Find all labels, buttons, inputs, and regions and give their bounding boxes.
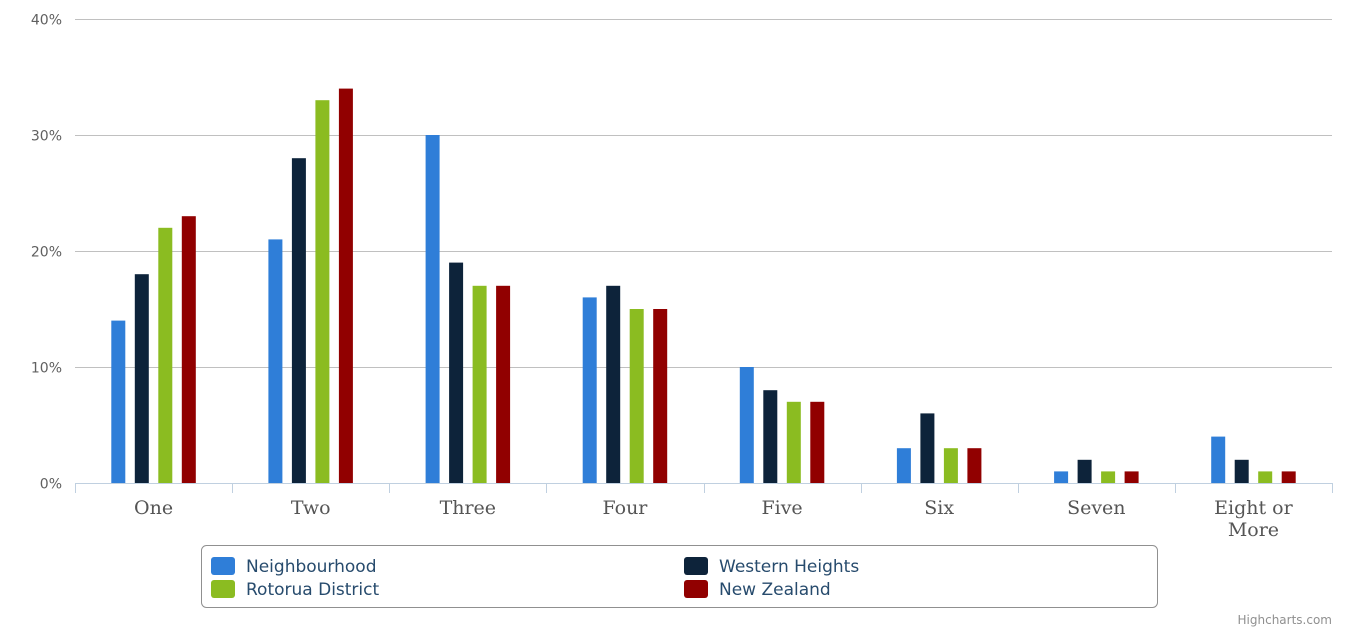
- x-tick-label: Four: [602, 497, 648, 519]
- bar-western-heights[interactable]: [134, 274, 149, 483]
- x-tick-label: Five: [761, 497, 802, 519]
- legend-label: Neighbourhood: [246, 557, 377, 577]
- bar-western-heights[interactable]: [291, 158, 306, 483]
- bar-western-heights[interactable]: [1234, 459, 1249, 483]
- bar-rotorua-district[interactable]: [472, 285, 487, 483]
- bar-new-zealand[interactable]: [1124, 471, 1139, 483]
- bar-new-zealand[interactable]: [338, 88, 353, 483]
- bar-rotorua-district[interactable]: [1258, 471, 1273, 483]
- legend-swatch: [211, 557, 235, 575]
- legend-item-rotorua-district[interactable]: Rotorua District: [211, 580, 379, 600]
- y-tick-label: 10%: [31, 361, 62, 377]
- bar-neighbourhood[interactable]: [425, 135, 440, 483]
- bar-western-heights[interactable]: [606, 285, 621, 483]
- y-tick-label: 40%: [31, 13, 62, 29]
- legend: Neighbourhood Western Heights Rotorua Dist…: [201, 545, 1158, 608]
- bar-rotorua-district[interactable]: [629, 309, 644, 483]
- bar-new-zealand[interactable]: [967, 448, 982, 483]
- bar-neighbourhood[interactable]: [739, 367, 754, 483]
- legend-item-neighbourhood[interactable]: Neighbourhood: [211, 557, 377, 577]
- y-tick-label: 0%: [40, 477, 62, 493]
- bar-western-heights[interactable]: [449, 262, 464, 483]
- bar-rotorua-district[interactable]: [943, 448, 958, 483]
- legend-swatch: [684, 580, 708, 598]
- legend-swatch: [211, 580, 235, 598]
- bar-neighbourhood[interactable]: [896, 448, 911, 483]
- x-tick-label: Three: [440, 497, 496, 519]
- bar-new-zealand[interactable]: [496, 285, 511, 483]
- legend-label: Western Heights: [719, 557, 859, 577]
- legend-item-western-heights[interactable]: Western Heights: [684, 557, 859, 577]
- bar-rotorua-district[interactable]: [158, 227, 173, 483]
- bar-rotorua-district[interactable]: [786, 401, 801, 483]
- bar-rotorua-district[interactable]: [1101, 471, 1116, 483]
- x-tick-label: Seven: [1067, 497, 1125, 519]
- bar-new-zealand[interactable]: [181, 216, 196, 483]
- y-tick-label: 30%: [31, 129, 62, 145]
- bar-western-heights[interactable]: [1077, 459, 1092, 483]
- y-axis: 0% 10% 20% 30% 40%: [31, 13, 62, 493]
- bar-western-heights[interactable]: [763, 390, 778, 483]
- bar-neighbourhood[interactable]: [111, 320, 126, 483]
- legend-label: Rotorua District: [246, 580, 379, 600]
- legend-box: [201, 545, 1158, 608]
- bar-neighbourhood[interactable]: [1211, 436, 1226, 483]
- x-tick-label: One: [134, 497, 173, 519]
- bars: [111, 88, 1296, 483]
- bar-neighbourhood[interactable]: [268, 239, 283, 483]
- bar-new-zealand[interactable]: [1281, 471, 1296, 483]
- legend-item-new-zealand[interactable]: New Zealand: [684, 580, 831, 600]
- x-tick-label: Two: [291, 497, 331, 519]
- y-tick-label: 20%: [31, 245, 62, 261]
- bar-neighbourhood[interactable]: [1054, 471, 1069, 483]
- legend-swatch: [684, 557, 708, 575]
- bar-western-heights[interactable]: [920, 413, 935, 483]
- x-axis: One Two Three Four Five Six Seven Eight or More: [75, 483, 1333, 541]
- bar-new-zealand[interactable]: [810, 401, 825, 483]
- legend-label: New Zealand: [719, 580, 831, 600]
- bar-neighbourhood[interactable]: [582, 297, 597, 483]
- credits-text[interactable]: Highcharts.com: [1238, 613, 1332, 627]
- grid-lines: [75, 19, 1332, 368]
- x-tick-label: Eight or More: [1214, 497, 1293, 541]
- bar-new-zealand[interactable]: [653, 309, 668, 483]
- bar-rotorua-district[interactable]: [315, 100, 330, 483]
- x-tick-label: Six: [924, 497, 954, 519]
